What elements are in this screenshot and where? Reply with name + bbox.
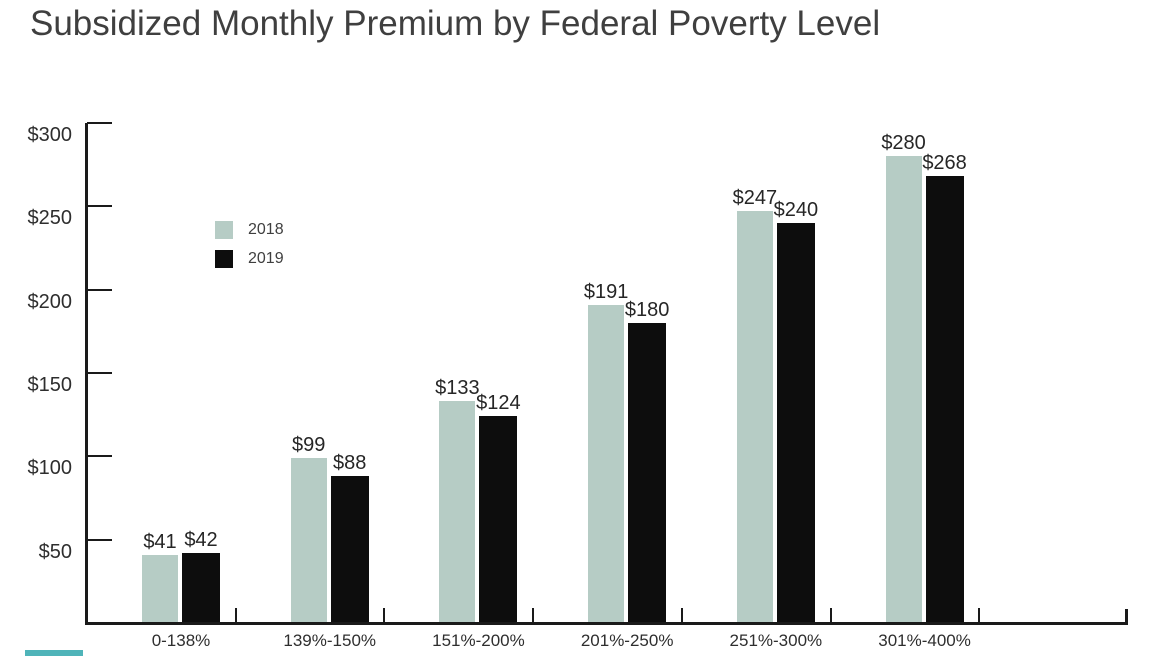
category-label: 151%-200%	[432, 631, 525, 650]
bar-2018	[588, 304, 625, 623]
y-tick	[87, 538, 112, 541]
legend-swatch-2019	[215, 250, 233, 268]
legend-label: 2018	[248, 221, 284, 238]
y-tick	[87, 372, 112, 374]
bar-2019	[479, 416, 518, 623]
bar-value-label: $124	[476, 392, 521, 415]
legend-item: 2019	[215, 250, 284, 268]
bar-value-label: $133	[435, 377, 480, 400]
bar-2019	[628, 323, 667, 623]
y-tick-label: $50	[38, 540, 72, 563]
y-tick-label: $250	[27, 207, 73, 230]
legend-swatch-2018	[215, 221, 233, 239]
legend-label: 2019	[248, 250, 284, 267]
x-axis-line	[85, 622, 1128, 625]
category-label: 139%-150%	[283, 631, 377, 650]
bar-value-label: $88	[333, 452, 367, 475]
x-axis-end-tick	[1125, 609, 1128, 623]
bar-2018	[885, 156, 922, 623]
bar-2019	[925, 176, 964, 623]
bar-value-label: $247	[732, 187, 778, 210]
x-tick	[532, 608, 535, 623]
bar-value-label: $280	[881, 132, 926, 155]
y-tick	[87, 455, 112, 458]
y-tick-label: $100	[27, 457, 73, 480]
bar-2019	[182, 553, 220, 623]
x-tick	[234, 608, 237, 623]
bar-2019	[776, 223, 815, 623]
chart-title: Subsidized Monthly Premium by Federal Po…	[30, 4, 881, 43]
y-tick	[87, 122, 112, 124]
y-tick	[87, 205, 112, 208]
category-label: 201%-250%	[580, 631, 674, 650]
category-label: 301%-400%	[878, 631, 971, 650]
bar-2018	[439, 401, 476, 623]
legend-item: 2018	[215, 221, 284, 239]
bar-value-label: $268	[922, 152, 967, 175]
bar-value-label: $42	[184, 529, 218, 551]
y-tick-label: $150	[27, 374, 73, 396]
bar-2018	[290, 458, 327, 623]
x-tick	[383, 608, 386, 623]
x-tick	[978, 608, 981, 623]
y-tick-label: $200	[27, 290, 73, 313]
bar-value-label: $191	[583, 280, 629, 303]
category-label: 251%-300%	[729, 631, 823, 650]
y-axis-line	[85, 123, 88, 625]
bar-value-label: $180	[624, 299, 670, 321]
legend: 2018 2019	[215, 221, 284, 279]
bar-2018	[736, 211, 773, 623]
x-tick	[680, 608, 683, 623]
y-tick-label: $300	[27, 124, 73, 146]
bar-value-label: $41	[143, 530, 177, 553]
bar-value-label: $240	[773, 199, 819, 221]
teal-accent-line	[25, 650, 83, 656]
bar-value-label: $99	[292, 434, 326, 456]
bar-2018	[142, 554, 178, 623]
category-label: 0-138%	[151, 631, 211, 650]
bar-2019	[330, 476, 369, 623]
y-tick	[87, 288, 112, 291]
x-tick	[829, 608, 832, 623]
